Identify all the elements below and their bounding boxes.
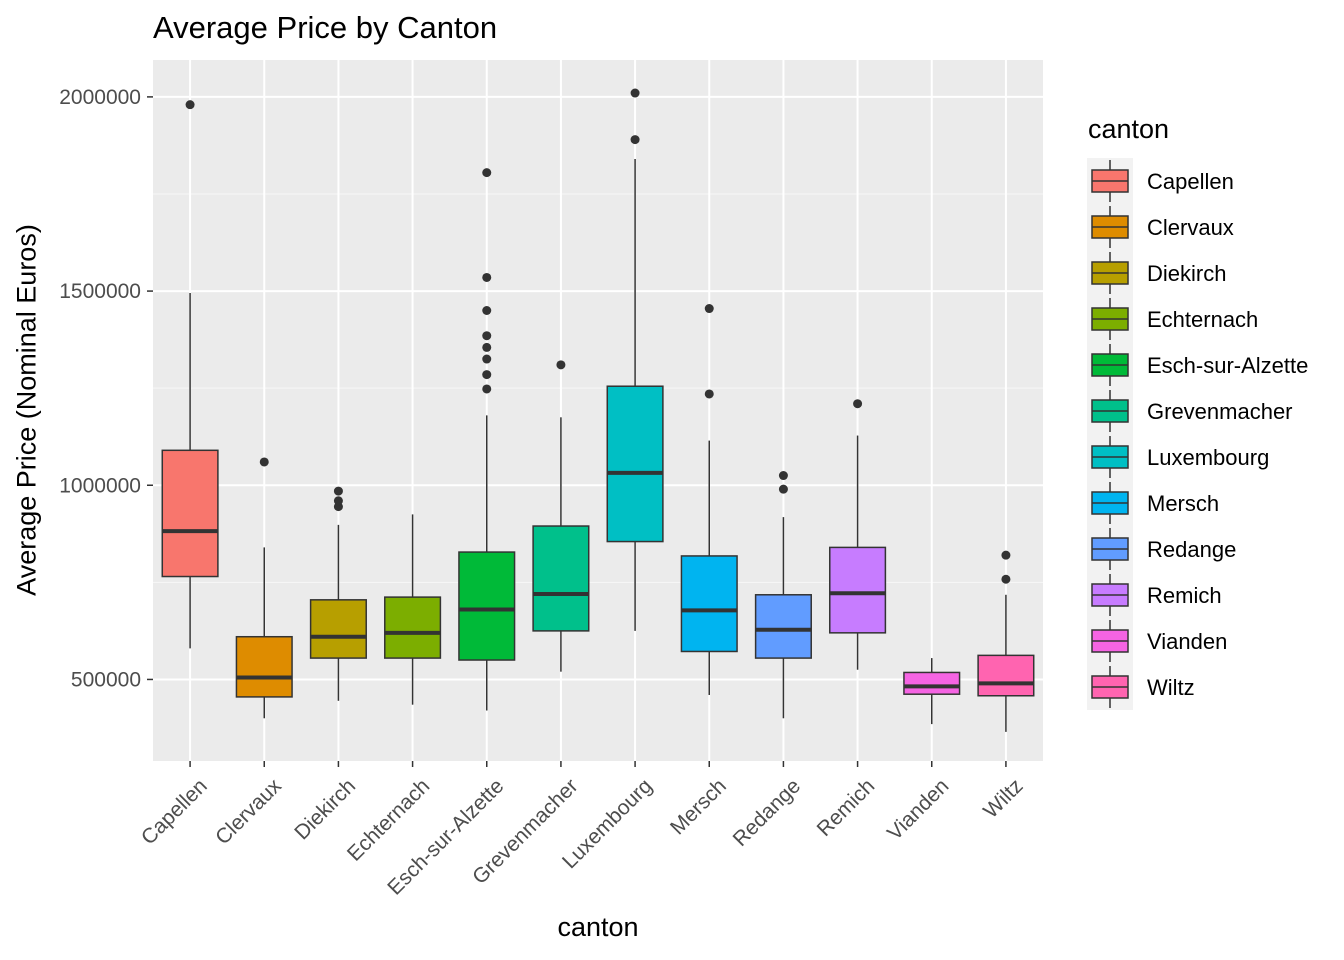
legend-item-capellen: Capellen [1091, 160, 1234, 202]
x-tick-label: Clervaux [211, 774, 286, 849]
chart-title: Average Price by Canton [153, 10, 498, 45]
outlier-point [482, 370, 492, 380]
plot-panel [153, 60, 1043, 761]
outlier-point [778, 471, 788, 481]
box-capellen [161, 100, 219, 649]
box-iqr [532, 525, 590, 632]
legend-label: Capellen [1147, 169, 1234, 194]
outlier-point [556, 360, 566, 370]
outlier-point [1001, 550, 1011, 560]
legend-item-grevenmacher: Grevenmacher [1091, 390, 1293, 432]
legend-item-vianden: Vianden [1091, 620, 1227, 662]
x-tick-label: Vianden [883, 774, 954, 845]
outlier-point [778, 484, 788, 494]
legend-label: Grevenmacher [1147, 399, 1293, 424]
outlier-point [482, 168, 492, 178]
box-remich [829, 399, 887, 670]
x-tick-label: Redange [729, 774, 806, 851]
box-iqr [606, 385, 664, 543]
outlier-point [482, 384, 492, 394]
legend-label: Diekirch [1147, 261, 1226, 286]
legend-item-luxembourg: Luxembourg [1091, 436, 1269, 478]
box-iqr [977, 654, 1035, 697]
box-vianden [903, 658, 961, 725]
outlier-point [259, 457, 269, 467]
legend-item-clervaux: Clervaux [1091, 206, 1234, 248]
x-tick-label: Wiltz [979, 774, 1027, 822]
y-tick-label: 2000000 [59, 86, 141, 109]
legend-item-mersch: Mersch [1091, 482, 1219, 524]
box-clervaux [235, 457, 293, 719]
x-tick-label: Capellen [137, 774, 212, 849]
box-iqr [309, 599, 367, 659]
box-diekirch [309, 486, 367, 701]
outlier-point [185, 100, 195, 110]
legend-item-diekirch: Diekirch [1091, 252, 1226, 294]
legend-label: Remich [1147, 583, 1222, 608]
outlier-point [630, 88, 640, 98]
legend-label: Wiltz [1147, 675, 1195, 700]
box-iqr [754, 594, 812, 659]
outlier-point [853, 399, 863, 409]
legend-title: canton [1088, 114, 1170, 144]
outlier-point [333, 496, 343, 506]
y-axis-label: Average Price (Nominal Euros) [11, 224, 42, 596]
legend-item-remich: Remich [1091, 574, 1222, 616]
legend-item-echternach: Echternach [1091, 298, 1258, 340]
legend-item-wiltz: Wiltz [1091, 666, 1195, 708]
box-luxembourg [606, 88, 664, 631]
outlier-point [704, 304, 714, 314]
outlier-point [1001, 574, 1011, 584]
x-tick-label: Diekirch [290, 774, 360, 844]
legend-key-background [1087, 158, 1133, 710]
box-echternach [384, 514, 442, 705]
outlier-point [482, 331, 492, 341]
legend-item-esch-sur-alzette: Esch-sur-Alzette [1091, 344, 1308, 386]
legend-label: Clervaux [1147, 215, 1234, 240]
legend-label: Mersch [1147, 491, 1219, 516]
box-mersch [680, 304, 738, 695]
box-esch-sur-alzette [458, 168, 516, 711]
legend-label: Luxembourg [1147, 445, 1269, 470]
box-grevenmacher [532, 360, 590, 672]
outlier-point [482, 305, 492, 315]
box-iqr [235, 635, 293, 698]
x-axis-label: canton [557, 912, 639, 942]
outlier-point [482, 272, 492, 282]
x-tick-label: Mersch [666, 774, 731, 839]
box-wiltz [977, 550, 1035, 732]
y-tick-label: 1500000 [59, 280, 141, 303]
box-iqr [161, 449, 219, 578]
outlier-point [333, 486, 343, 496]
box-iqr [829, 546, 887, 634]
legend-label: Vianden [1147, 629, 1227, 654]
box-iqr [458, 551, 516, 661]
y-tick-label: 1000000 [59, 474, 141, 497]
x-tick-label: Remich [813, 774, 880, 841]
outlier-point [630, 135, 640, 145]
box-iqr [680, 555, 738, 653]
outlier-point [482, 342, 492, 352]
outlier-point [704, 389, 714, 399]
box-redange [754, 471, 812, 719]
y-tick-label: 500000 [71, 668, 141, 691]
outlier-point [482, 354, 492, 364]
box-iqr [384, 596, 442, 659]
legend-label: Esch-sur-Alzette [1147, 353, 1308, 378]
legend-item-redange: Redange [1091, 528, 1236, 570]
legend-label: Redange [1147, 537, 1236, 562]
legend-label: Echternach [1147, 307, 1258, 332]
box-iqr [903, 671, 961, 695]
